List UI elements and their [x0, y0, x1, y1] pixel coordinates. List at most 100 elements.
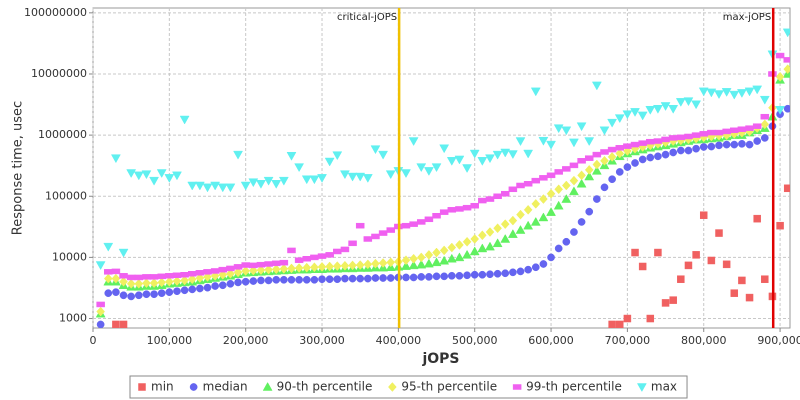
data-point	[455, 240, 464, 250]
data-point	[233, 264, 243, 270]
legend-label: 95-th percentile	[401, 380, 497, 394]
data-point	[164, 174, 175, 183]
data-point	[447, 271, 456, 280]
data-point	[546, 188, 556, 199]
data-point	[294, 263, 304, 273]
data-point	[470, 270, 479, 279]
data-point	[423, 258, 434, 268]
data-point	[202, 183, 213, 193]
data-point	[547, 253, 555, 262]
data-point	[554, 169, 563, 175]
legend-label: max	[651, 380, 677, 394]
data-point	[348, 260, 357, 271]
data-point	[248, 265, 258, 276]
data-point	[760, 134, 769, 142]
data-point	[493, 269, 502, 278]
data-point	[141, 170, 152, 180]
legend-marker	[388, 382, 397, 392]
data-point	[599, 126, 610, 136]
data-point	[264, 261, 273, 267]
data-point	[516, 267, 525, 276]
x-tick-label: 400,000	[376, 334, 422, 347]
data-point	[722, 260, 731, 269]
data-point	[423, 167, 434, 176]
data-point	[637, 111, 648, 121]
reference-label: critical-jOPS	[337, 12, 397, 23]
data-point	[646, 138, 655, 145]
legend-marker	[512, 384, 522, 390]
data-point	[692, 251, 700, 259]
data-point	[173, 287, 181, 296]
data-point	[348, 240, 357, 247]
data-point	[516, 182, 525, 189]
data-point	[576, 122, 587, 132]
data-point	[584, 155, 594, 161]
data-point	[363, 236, 373, 242]
data-point	[500, 148, 511, 158]
data-point	[431, 163, 442, 173]
data-point	[761, 275, 769, 283]
data-point	[485, 241, 495, 251]
data-point	[608, 320, 616, 328]
data-point	[263, 176, 274, 186]
legend	[129, 375, 688, 399]
data-point	[661, 136, 670, 143]
data-point	[745, 293, 754, 302]
data-point	[607, 152, 617, 162]
data-point	[446, 253, 457, 263]
data-point	[447, 242, 457, 253]
data-point	[310, 254, 319, 261]
data-point	[271, 180, 282, 189]
data-point	[707, 142, 716, 151]
data-point	[775, 52, 785, 59]
legend-items: min median 90-th percentile 95-th percentil…	[138, 380, 677, 394]
y-tick-label: 10000000	[31, 67, 87, 80]
data-point	[287, 247, 296, 254]
x-tick-label: 200,000	[223, 334, 269, 347]
data-point	[333, 248, 342, 255]
y-tick-label: 1000000	[38, 128, 87, 141]
data-point	[500, 233, 511, 243]
data-point	[134, 274, 144, 281]
reference-label: max-jOPS	[723, 12, 771, 23]
data-point	[539, 175, 548, 181]
data-point	[272, 275, 281, 284]
data-point	[730, 127, 739, 134]
data-point	[469, 246, 480, 256]
data-point	[317, 174, 327, 183]
data-point	[600, 149, 609, 155]
data-point	[325, 252, 334, 258]
data-point	[584, 165, 594, 175]
data-point	[507, 150, 518, 160]
data-point	[233, 267, 243, 278]
data-point	[631, 159, 639, 167]
data-point	[783, 57, 790, 63]
data-point	[371, 258, 380, 269]
data-point	[592, 151, 602, 158]
data-point	[340, 260, 350, 271]
data-point	[470, 202, 479, 209]
data-point	[165, 276, 174, 287]
data-point	[630, 108, 640, 117]
data-point	[439, 144, 450, 154]
data-point	[783, 104, 790, 113]
data-point	[165, 273, 174, 279]
data-point	[584, 171, 595, 181]
data-point	[401, 222, 411, 229]
data-point	[638, 155, 647, 164]
data-point	[156, 169, 167, 179]
data-point	[492, 238, 503, 248]
data-point	[439, 255, 450, 265]
data-point	[538, 136, 549, 146]
data-point	[408, 260, 419, 270]
data-point	[409, 273, 418, 282]
data-point	[294, 257, 304, 263]
data-point	[379, 274, 387, 282]
data-point	[485, 154, 495, 164]
data-point	[478, 197, 487, 204]
data-point	[142, 290, 151, 299]
legend-label: median	[203, 380, 248, 394]
data-point	[554, 184, 564, 195]
data-point	[531, 199, 541, 209]
data-point	[722, 140, 731, 149]
